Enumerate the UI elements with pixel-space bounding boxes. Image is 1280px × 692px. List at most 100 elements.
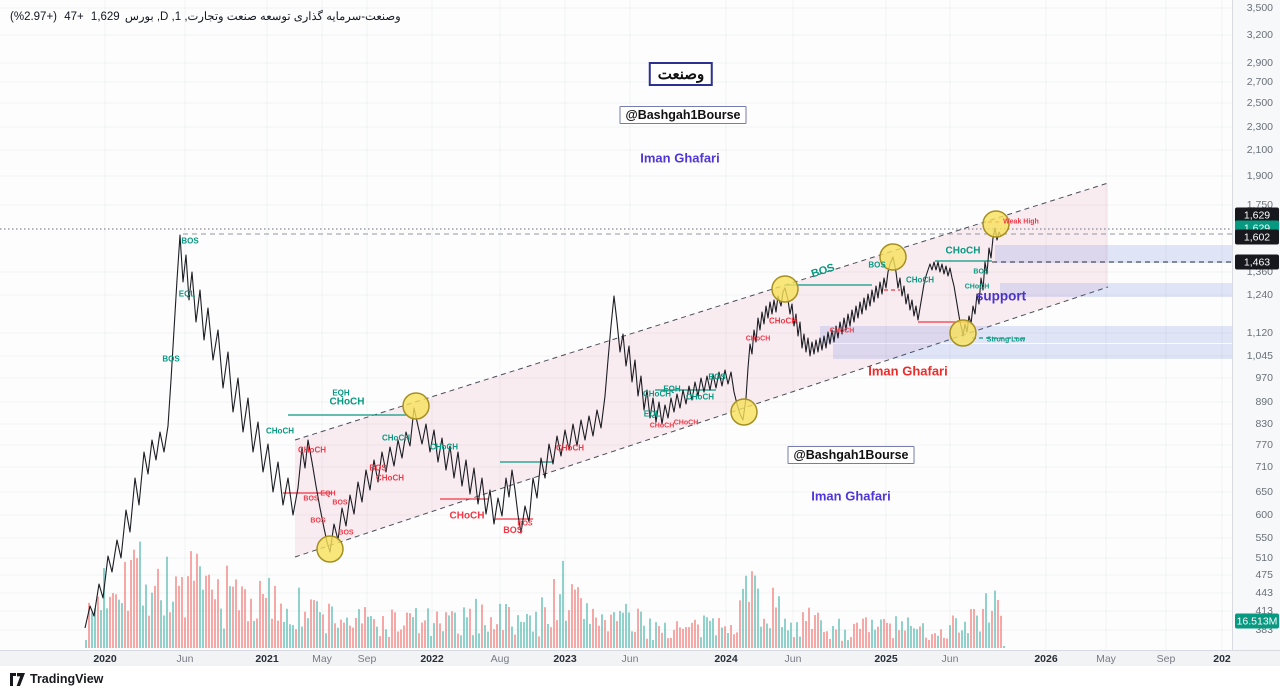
author-watermark-top[interactable]: Iman Ghafari [640, 150, 720, 166]
volume-bar [964, 621, 966, 648]
volume-bar [184, 617, 186, 648]
volume-bar [643, 625, 645, 648]
yellow-circle-marker[interactable] [982, 210, 1010, 238]
volume-bar [412, 617, 414, 648]
price-line-series[interactable] [84, 227, 1002, 629]
channel-upper-trendline[interactable] [294, 182, 1109, 441]
volume-bar [88, 602, 90, 648]
volume-bar [262, 594, 264, 648]
structure-annotation-choch[interactable]: CHoCH [382, 433, 410, 443]
structure-annotation-choch[interactable]: CHoCH [266, 426, 294, 436]
volume-bar [985, 593, 987, 648]
structure-annotation-bos[interactable]: BOS [973, 268, 989, 276]
structure-annotation-choch[interactable]: CHoCH [649, 422, 675, 430]
volume-bar [355, 618, 357, 648]
price-value-label[interactable]: 1,629 [1235, 207, 1279, 223]
structure-annotation-choch[interactable]: CHoCH [556, 443, 584, 453]
tradingview-logo[interactable]: TradingView [10, 672, 103, 686]
volume-bar [844, 629, 846, 648]
price-tick-label: 1,045 [1246, 350, 1273, 362]
support-zone-rect[interactable] [995, 245, 1232, 263]
structure-annotation-choch[interactable]: CHoCH [673, 419, 699, 427]
support-zone-rect[interactable] [820, 326, 1232, 343]
volume-bar [907, 617, 909, 648]
structure-annotation-bos[interactable]: BOS [369, 463, 387, 473]
structure-annotation-strong-low[interactable]: Strong Low [986, 336, 1026, 344]
structure-annotation-bos[interactable]: BOS [503, 525, 523, 535]
structure-annotation-bos[interactable]: BOS [517, 520, 533, 528]
volume-bar [586, 603, 588, 648]
structure-annotation-weak-high[interactable]: Weak High [1003, 218, 1039, 226]
volume-bar [304, 611, 306, 648]
yellow-circle-marker[interactable] [949, 319, 977, 347]
yellow-circle-marker[interactable] [879, 243, 907, 271]
structure-annotation-choch[interactable]: CHoCH [376, 473, 404, 483]
author-watermark-red[interactable]: Iman Ghafari [868, 363, 948, 379]
yellow-circle-marker[interactable] [316, 535, 344, 563]
volume-bar [232, 586, 234, 648]
volume-bar [307, 618, 309, 648]
trend-channel-fill[interactable] [295, 183, 1108, 557]
support-zone-label[interactable]: support [975, 288, 1027, 304]
symbol-ticker-bar[interactable]: وصنعت-سرمایه گذاری توسعه صنعت وتجارت, 1,… [8, 8, 401, 26]
price-axis[interactable]: 3,500 3,200 2,900 2,700 2,500 2,300 2,100 1,900… [1232, 0, 1280, 650]
symbol-watermark-box[interactable]: وصنعت [648, 62, 714, 86]
structure-annotation-eqh[interactable]: EQH [663, 384, 681, 394]
volume-bar [934, 633, 936, 648]
volume-bar [121, 603, 123, 648]
volume-bar [112, 592, 114, 648]
telegram-handle-label-bottom[interactable]: @Bashgah1Bourse [787, 446, 915, 464]
structure-annotation-bos[interactable]: BOS [332, 499, 348, 507]
structure-annotation-bos[interactable]: BOS [310, 517, 326, 525]
volume-bar [136, 558, 138, 648]
volume-bar [241, 586, 243, 648]
author-watermark-bottom[interactable]: Iman Ghafari [811, 488, 891, 504]
structure-annotation-bos[interactable]: BOS [181, 236, 199, 246]
support-zone-rect[interactable] [833, 344, 1232, 359]
volume-bar [925, 637, 927, 648]
structure-annotation-bos[interactable]: BOS [868, 260, 886, 270]
yellow-circle-marker[interactable] [402, 392, 430, 420]
price-tick-label: 710 [1255, 461, 1273, 473]
price-value-label[interactable]: 1,463 [1235, 254, 1279, 270]
structure-annotation-choch[interactable]: CHoCH [329, 396, 365, 408]
volume-bar [793, 637, 795, 648]
structure-annotation-choch[interactable]: CHoCH [686, 392, 714, 402]
structure-annotation-bos[interactable]: BOS [162, 354, 180, 364]
volume-bar [127, 610, 129, 648]
structure-annotation-eql[interactable]: EQL [643, 409, 661, 419]
volume-bar [871, 619, 873, 648]
structure-annotation-eql[interactable]: EQL [178, 289, 196, 299]
volume-bar [391, 609, 393, 648]
structure-annotation-bos[interactable]: BOS [338, 529, 354, 537]
volume-bar [556, 620, 558, 648]
volume-bar [883, 619, 885, 648]
volume-bar [124, 561, 126, 648]
volume-bar [430, 636, 432, 648]
yellow-circle-marker[interactable] [730, 398, 758, 426]
structure-annotation-eqh[interactable]: EQH [332, 388, 350, 398]
structure-annotation-choch[interactable]: CHoCH [298, 445, 326, 455]
structure-annotation-choch[interactable]: CHoCH [945, 245, 981, 257]
structure-annotation-choch[interactable]: CHoCH [769, 316, 797, 326]
price-value-label[interactable]: 1,602 [1235, 229, 1279, 245]
structure-annotation-bos[interactable]: BOS [708, 372, 726, 382]
volume-bar [97, 596, 99, 648]
structure-annotation-bos[interactable]: BOS [303, 495, 319, 503]
symbol-title[interactable]: وصنعت-سرمایه گذاری توسعه صنعت وتجارت, 1,… [124, 11, 401, 23]
structure-annotation-choch[interactable]: CHoCH [449, 510, 485, 522]
time-axis[interactable]: 2020 Jun 2021 May Sep 2022 Aug 2023 Jun 2024 Jun 20… [0, 650, 1280, 667]
volume-bar [553, 579, 555, 648]
structure-annotation-choch[interactable]: CHoCH [745, 335, 771, 343]
structure-annotation-eqh[interactable]: EQH [320, 490, 336, 498]
structure-annotation-choch[interactable]: CHoCH [964, 283, 990, 291]
support-zone-rect[interactable] [1000, 283, 1232, 297]
structure-annotation-choch[interactable]: CHoCH [906, 275, 934, 285]
volume-bar [256, 618, 258, 648]
yellow-circle-marker[interactable] [771, 275, 799, 303]
structure-annotation-choch[interactable]: CHoCH [643, 389, 671, 399]
structure-annotation-choch[interactable]: CHoCH [430, 442, 458, 452]
structure-annotation-choch[interactable]: CHoCH [829, 327, 855, 335]
telegram-handle-label-top[interactable]: @Bashgah1Bourse [619, 106, 747, 124]
